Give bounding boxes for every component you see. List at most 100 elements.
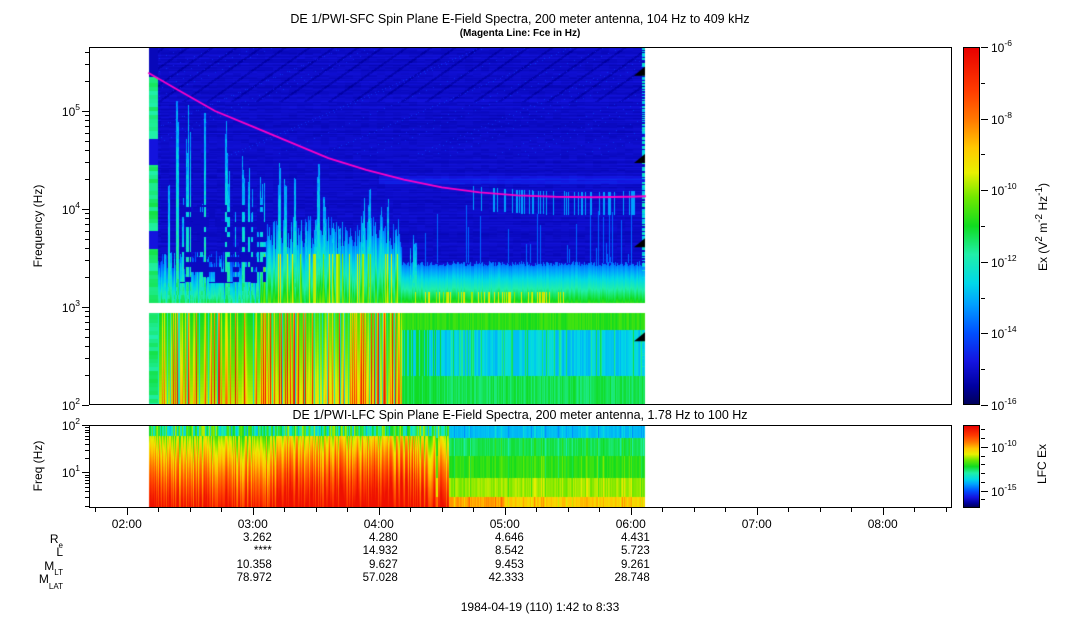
time-minor-tick (851, 508, 853, 512)
ephemeris-value: 57.028 (362, 572, 398, 585)
ephemeris-value: 10.358 (236, 558, 272, 571)
ephemeris-value: 5.723 (620, 545, 650, 558)
sfc-y-minor-tick (85, 322, 89, 324)
time-tick-label: 02:00 (111, 517, 142, 531)
sfc-colorbar-major-tick (981, 405, 988, 406)
time-tick-label: 06:00 (615, 517, 646, 531)
ephemeris-value: 9.627 (368, 558, 398, 571)
sfc-y-tick-label: 105 (61, 102, 80, 119)
time-minor-tick (284, 508, 286, 512)
time-minor-tick (441, 508, 443, 512)
ephemeris-value: 3.262 (242, 532, 272, 544)
sfc-y-major-tick (82, 307, 89, 308)
sfc-y-axis-label: Frequency (Hz) (31, 184, 45, 268)
time-major-tick (756, 508, 758, 515)
ephemeris-value: 42.333 (488, 572, 524, 585)
time-minor-tick (410, 508, 412, 512)
lfc-y-minor-tick (85, 432, 89, 434)
time-minor-tick (189, 508, 191, 512)
time-minor-tick (315, 508, 317, 512)
sfc-spectrogram-canvas (89, 47, 952, 405)
ephemeris-row-label: MLAT (38, 572, 63, 591)
time-tick-label: 07:00 (741, 517, 772, 531)
time-major-tick (630, 508, 632, 515)
time-minor-tick (945, 508, 947, 512)
time-minor-tick (221, 508, 223, 512)
time-minor-tick (662, 508, 664, 512)
sfc-y-minor-tick (85, 132, 89, 134)
time-minor-tick (599, 508, 601, 512)
date-range-footer: 1984-04-19 (110) 1:42 to 8:33 (460, 600, 620, 614)
ephemeris-row-label: L (56, 545, 63, 560)
lfc-y-minor-tick (85, 427, 89, 429)
sfc-colorbar-major-tick (981, 118, 988, 120)
sfc-colorbar-tick-label: 10-16 (991, 396, 1017, 413)
sfc-y-tick-label: 102 (61, 396, 80, 413)
sfc-colorbar-tick-label: 10-6 (991, 38, 1012, 55)
time-minor-tick (158, 508, 160, 512)
sfc-y-minor-tick (85, 247, 89, 249)
lfc-y-major-tick (82, 472, 89, 474)
time-tick-label: 05:00 (489, 517, 520, 531)
sfc-colorbar-minor-tick (981, 154, 985, 156)
sfc-colorbar-major-tick (981, 333, 988, 335)
time-minor-tick (788, 508, 790, 512)
time-minor-tick (725, 508, 727, 512)
ephemeris-row-label: Re (49, 532, 63, 551)
sfc-colorbar-minor-tick (981, 297, 985, 299)
sfc-y-minor-tick (85, 260, 89, 262)
lfc-colorbar (963, 425, 980, 508)
sfc-y-minor-tick (85, 213, 89, 215)
lfc-colorbar-tick-label: 10-10 (991, 437, 1017, 455)
lfc-y-minor-tick (85, 505, 89, 507)
sfc-y-tick-label: 103 (61, 298, 80, 315)
lfc-y-minor-tick (85, 439, 89, 441)
lfc-y-minor-tick (85, 497, 89, 499)
ephemeris-value: 14.932 (362, 545, 398, 558)
lfc-colorbar-label: LFC Ex (1035, 444, 1049, 485)
sfc-colorbar-minor-tick (981, 82, 985, 84)
sfc-colorbar-tick-label: 10-12 (991, 252, 1017, 270)
sfc-y-minor-tick (85, 328, 89, 330)
sfc-y-minor-tick (85, 277, 89, 279)
lfc-y-tick-label: 101 (61, 463, 80, 481)
sfc-y-minor-tick (85, 345, 89, 347)
lfc-y-minor-tick (85, 443, 89, 445)
time-minor-tick (95, 508, 97, 512)
sfc-y-minor-tick (85, 115, 89, 117)
sfc-y-minor-tick (85, 218, 89, 220)
lfc-y-minor-tick (85, 476, 89, 478)
sfc-y-minor-tick (85, 179, 89, 181)
ephemeris-value: 4.431 (620, 532, 650, 544)
lfc-colorbar-tick (981, 499, 985, 501)
lfc-y-minor-tick (85, 429, 89, 431)
time-minor-tick (693, 508, 695, 512)
sfc-y-minor-tick (85, 81, 89, 83)
lfc-y-minor-tick (85, 435, 89, 437)
ephemeris-row-label: MLT (44, 558, 63, 578)
lfc-spectrogram-canvas (89, 425, 952, 508)
time-major-tick (504, 508, 506, 515)
sfc-colorbar-minor-tick (981, 226, 985, 227)
time-minor-tick (914, 508, 916, 512)
sfc-y-minor-tick (85, 238, 89, 240)
sfc-y-tick-label: 104 (61, 200, 80, 217)
sfc-y-minor-tick (85, 149, 89, 151)
time-major-tick (252, 508, 254, 515)
lfc-colorbar-tick (981, 446, 988, 448)
time-tick-label: 04:00 (363, 517, 394, 531)
sfc-y-minor-tick (85, 358, 89, 360)
lfc-title: DE 1/PWI-LFC Spin Plane E-Field Spectra,… (292, 408, 748, 422)
lfc-colorbar-tick (981, 481, 985, 483)
lfc-colorbar-tick-label: 10-15 (991, 481, 1017, 499)
lfc-colorbar-tick (981, 490, 988, 492)
ephemeris-value: 28.748 (614, 572, 650, 585)
time-tick-label: 08:00 (867, 517, 898, 531)
ephemeris-value: 8.542 (494, 545, 524, 558)
time-major-tick (378, 508, 380, 515)
lfc-y-minor-tick (85, 458, 89, 460)
ephemeris-value: 9.453 (494, 558, 524, 571)
time-minor-tick (536, 508, 538, 512)
sfc-y-minor-tick (85, 64, 89, 66)
